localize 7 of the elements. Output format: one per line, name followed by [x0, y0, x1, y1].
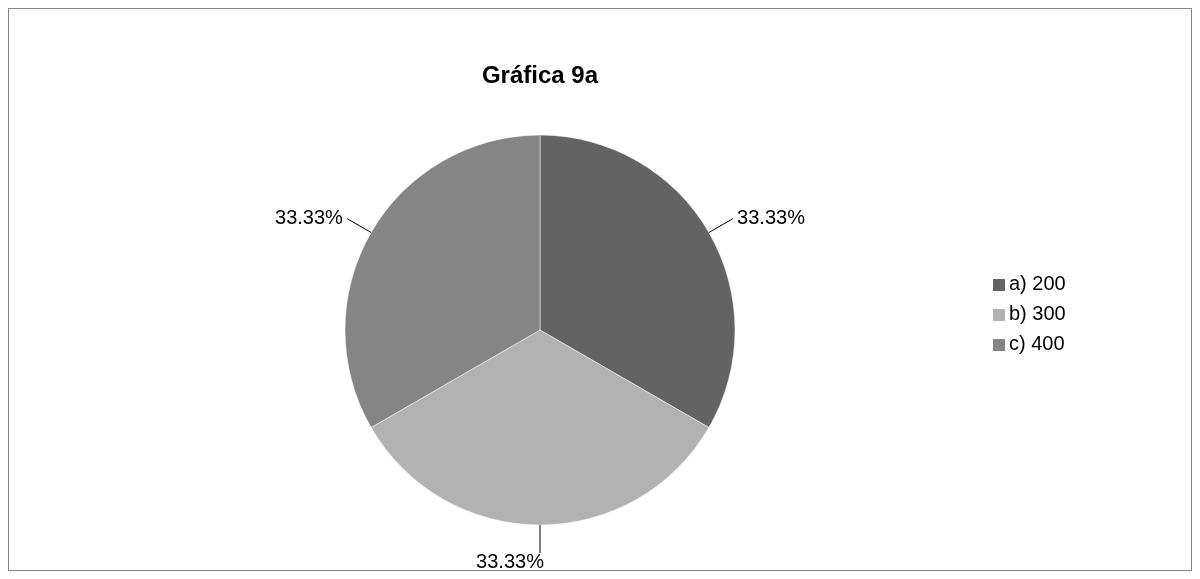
legend-label: c) 400 [1009, 332, 1065, 355]
data-label: 33.33% [737, 205, 806, 228]
data-label: 33.33% [275, 205, 344, 228]
chart-title: Gráfica 9a [481, 61, 599, 88]
legend-label: b) 300 [1009, 302, 1066, 325]
legend-label: a) 200 [1009, 272, 1066, 295]
data-label: 33.33% [476, 550, 545, 573]
